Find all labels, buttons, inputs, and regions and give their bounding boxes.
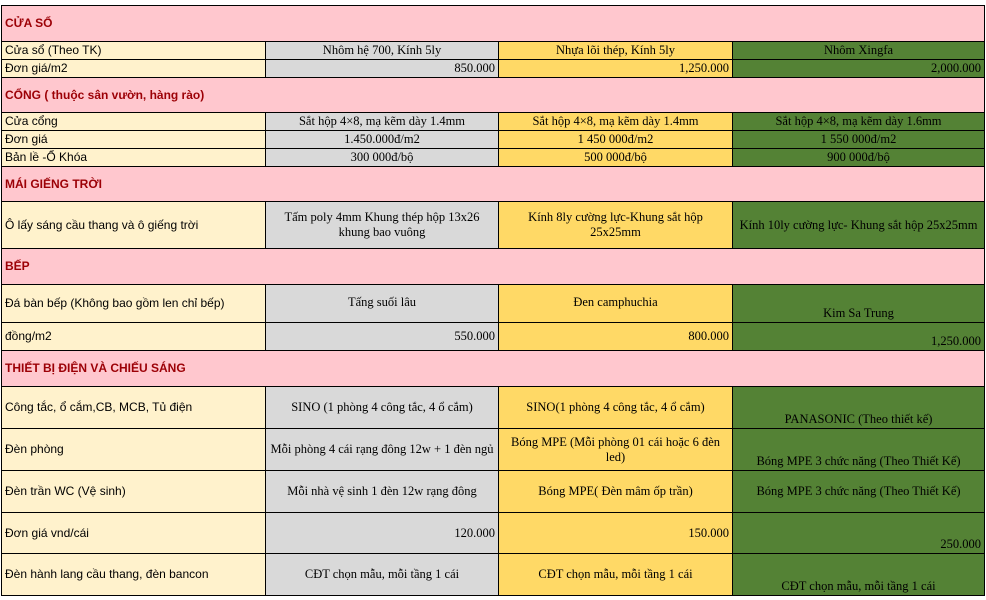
option-1-cell[interactable]: Tấng suối lâu	[265, 284, 499, 323]
option-2-cell[interactable]: Bóng MPE (Mỗi phòng 01 cái hoặc 6 đèn le…	[498, 428, 733, 471]
table-row: Cửa cổng Sắt hộp 4×8, mạ kẽm dày 1.4mm Sắt…	[1, 112, 986, 131]
row-label-cell[interactable]: Cửa cổng	[1, 112, 266, 131]
row-label-cell[interactable]: Đá bàn bếp (Không bao gồm len chỉ bếp)	[1, 284, 266, 323]
table-row: Bản lề -Ổ Khóa 300 000đ/bộ 500 000đ/bộ 900 …	[1, 148, 986, 167]
section-header-row: BẾP	[0, 248, 986, 285]
section-title[interactable]: CỔNG ( thuộc sân vườn, hàng rào)	[0, 77, 986, 113]
section-header-row: THIẾT BỊ ĐIỆN VÀ CHIẾU SÁNG	[0, 350, 986, 387]
section-header-row: CỔNG ( thuộc sân vườn, hàng rào)	[0, 77, 986, 113]
option-3-cell[interactable]: 1 550 000đ/m2	[731, 130, 986, 149]
section-title[interactable]: MÁI GIẾNG TRỜI	[0, 166, 986, 202]
option-2-cell[interactable]: 1,250.000	[498, 59, 733, 78]
row-label-cell[interactable]: Đèn hành lang cầu thang, đèn bancon	[1, 553, 266, 596]
option-3-cell[interactable]: Kính 10ly cường lực- Khung sắt hộp 25x25…	[731, 201, 986, 249]
option-1-cell[interactable]: 1.450.000đ/m2	[265, 130, 499, 149]
table-row: Đèn hành lang cầu thang, đèn bancon CĐT c…	[1, 553, 986, 596]
option-3-cell[interactable]: 250.000	[731, 512, 986, 554]
row-label-cell[interactable]: Đèn phòng	[1, 428, 266, 471]
table-row: Đèn phòng Mỗi phòng 4 cái rạng đông 12w +…	[1, 428, 986, 471]
option-2-cell[interactable]: Sắt hộp 4×8, mạ kẽm dày 1.4mm	[498, 112, 733, 131]
table-row: Công tắc, ổ cắm,CB, MCB, Tủ điện SINO (1 …	[1, 386, 986, 429]
option-1-cell[interactable]: 550.000	[265, 322, 499, 351]
row-label-cell[interactable]: Bản lề -Ổ Khóa	[1, 148, 266, 167]
section-header-row: CỬA SỔ	[0, 5, 986, 42]
option-3-cell[interactable]: 900 000đ/bộ	[731, 148, 986, 167]
option-3-cell[interactable]: Kim Sa Trung	[731, 284, 986, 323]
row-label-cell[interactable]: Ô lấy sáng cầu thang và ô giếng trời	[1, 201, 266, 249]
option-2-cell[interactable]: CĐT chọn mẫu, mỗi tầng 1 cái	[498, 553, 733, 596]
table-row: Ô lấy sáng cầu thang và ô giếng trời Tấm …	[1, 201, 986, 249]
row-label-cell[interactable]: Đơn giá/m2	[1, 59, 266, 78]
section-title[interactable]: CỬA SỔ	[0, 5, 986, 42]
option-2-cell[interactable]: Đen camphuchia	[498, 284, 733, 323]
option-1-cell[interactable]: 120.000	[265, 512, 499, 554]
option-1-cell[interactable]: 300 000đ/bộ	[265, 148, 499, 167]
option-1-cell[interactable]: Sắt hộp 4×8, mạ kẽm dày 1.4mm	[265, 112, 499, 131]
option-3-cell[interactable]: Bóng MPE 3 chức năng (Theo Thiết Kế)	[731, 428, 986, 471]
option-2-cell[interactable]: SINO(1 phòng 4 công tắc, 4 ổ cắm)	[498, 386, 733, 429]
option-1-cell[interactable]: Mỗi nhà vệ sinh 1 đèn 12w rạng đông	[265, 470, 499, 513]
row-label-cell[interactable]: Cửa sổ (Theo TK)	[1, 41, 266, 60]
table-row: Đơn giá 1.450.000đ/m2 1 450 000đ/m2 1 550 0…	[1, 130, 986, 149]
option-2-cell[interactable]: 150.000	[498, 512, 733, 554]
row-label-cell[interactable]: Đơn giá vnd/cái	[1, 512, 266, 554]
section-header-row: MÁI GIẾNG TRỜI	[0, 166, 986, 202]
sheet-body: CỬA SỔ Cửa sổ (Theo TK) Nhôm hệ 700, Kính …	[0, 5, 986, 596]
table-row: Đá bàn bếp (Không bao gồm len chỉ bếp) Tấ…	[1, 284, 986, 323]
option-3-cell[interactable]: CĐT chọn mẫu, mỗi tầng 1 cái	[731, 553, 986, 596]
option-3-cell[interactable]: PANASONIC (Theo thiết kế)	[731, 386, 986, 429]
option-2-cell[interactable]: Nhựa lõi thép, Kính 5ly	[498, 41, 733, 60]
price-comparison-sheet: CỬA SỔ Cửa sổ (Theo TK) Nhôm hệ 700, Kính …	[0, 5, 986, 596]
option-2-cell[interactable]: Bóng MPE( Đèn mâm ốp trần)	[498, 470, 733, 513]
table-row: Đèn trần WC (Vệ sinh) Mỗi nhà vệ sinh 1 đ…	[1, 470, 986, 513]
table-row: đồng/m2 550.000 800.000 1,250.000	[1, 322, 986, 351]
option-2-cell[interactable]: 1 450 000đ/m2	[498, 130, 733, 149]
table-row: Cửa sổ (Theo TK) Nhôm hệ 700, Kính 5ly Nhự…	[1, 41, 986, 60]
option-2-cell[interactable]: 800.000	[498, 322, 733, 351]
option-1-cell[interactable]: SINO (1 phòng 4 công tắc, 4 ổ cắm)	[265, 386, 499, 429]
option-1-cell[interactable]: Tấm poly 4mm Khung thép hộp 13x26 khung …	[265, 201, 499, 249]
option-1-cell[interactable]: 850.000	[265, 59, 499, 78]
option-1-cell[interactable]: Mỗi phòng 4 cái rạng đông 12w + 1 đèn ng…	[265, 428, 499, 471]
section-title[interactable]: BẾP	[0, 248, 986, 285]
row-label-cell[interactable]: đồng/m2	[1, 322, 266, 351]
option-3-cell[interactable]: Bóng MPE 3 chức năng (Theo Thiết Kế)	[731, 470, 986, 513]
row-label-cell[interactable]: Đơn giá	[1, 130, 266, 149]
option-3-cell[interactable]: 2,000.000	[731, 59, 986, 78]
table-row: Đơn giá vnd/cái 120.000 150.000 250.000	[1, 512, 986, 554]
option-3-cell[interactable]: Nhôm Xingfa	[731, 41, 986, 60]
option-2-cell[interactable]: Kính 8ly cường lực-Khung sắt hộp 25x25mm	[498, 201, 733, 249]
table-row: Đơn giá/m2 850.000 1,250.000 2,000.000	[1, 59, 986, 78]
row-label-cell[interactable]: Công tắc, ổ cắm,CB, MCB, Tủ điện	[1, 386, 266, 429]
row-label-cell[interactable]: Đèn trần WC (Vệ sinh)	[1, 470, 266, 513]
option-3-cell[interactable]: Sắt hộp 4×8, mạ kẽm dày 1.6mm	[731, 112, 986, 131]
option-2-cell[interactable]: 500 000đ/bộ	[498, 148, 733, 167]
section-title[interactable]: THIẾT BỊ ĐIỆN VÀ CHIẾU SÁNG	[0, 350, 986, 387]
option-3-cell[interactable]: 1,250.000	[731, 322, 986, 351]
option-1-cell[interactable]: Nhôm hệ 700, Kính 5ly	[265, 41, 499, 60]
option-1-cell[interactable]: CĐT chọn mẫu, mỗi tầng 1 cái	[265, 553, 499, 596]
